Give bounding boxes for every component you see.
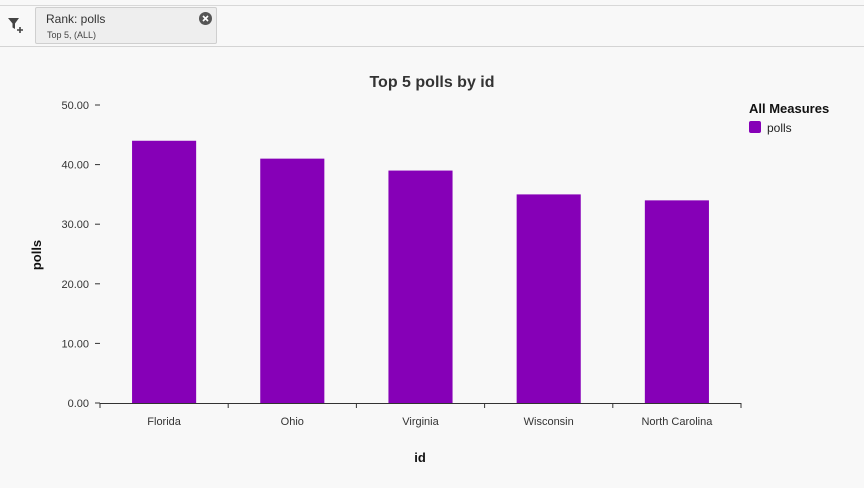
legend-swatch-polls[interactable] — [749, 121, 761, 133]
filter-chip-title: Rank: polls — [46, 12, 106, 26]
x-tick-label: Florida — [147, 416, 182, 428]
x-tick-label: North Carolina — [641, 416, 713, 428]
window-top-border — [0, 0, 864, 6]
bar-ohio[interactable] — [260, 158, 325, 403]
bar-chart: Top 5 polls by id 0.00 10.00 20.00 30.00 40.… — [29, 74, 829, 465]
y-tick-label: 20.00 — [61, 279, 89, 291]
y-axis: 0.00 10.00 20.00 30.00 40.00 50.00 — [61, 100, 100, 410]
legend-title: All Measures — [749, 101, 829, 116]
y-tick-label: 40.00 — [61, 160, 89, 172]
bar-virginia[interactable] — [388, 170, 453, 403]
filter-bar: Rank: polls Top 5, (ALL) — [0, 6, 864, 47]
y-axis-title: polls — [29, 240, 44, 270]
bars-group — [132, 140, 709, 403]
close-icon[interactable] — [199, 12, 212, 25]
filter-chip-subtitle: Top 5, (ALL) — [47, 30, 97, 40]
bar-wisconsin[interactable] — [516, 194, 581, 403]
x-axis-title: id — [414, 450, 426, 465]
legend-label-polls[interactable]: polls — [767, 121, 792, 135]
x-tick-label: Ohio — [281, 416, 304, 428]
bar-florida[interactable] — [132, 140, 197, 403]
chart-title: Top 5 polls by id — [369, 74, 494, 91]
filter-chip-rank[interactable]: Rank: polls Top 5, (ALL) — [35, 7, 217, 44]
y-tick-label: 50.00 — [61, 100, 89, 112]
y-tick-label: 10.00 — [61, 338, 89, 350]
legend: All Measures polls — [749, 101, 829, 135]
x-tick-label: Virginia — [402, 416, 439, 428]
bar-north-carolina[interactable] — [644, 200, 709, 403]
x-tick-label: Wisconsin — [524, 416, 574, 428]
y-tick-label: 0.00 — [68, 398, 89, 410]
add-filter-icon[interactable] — [6, 16, 26, 34]
y-tick-label: 30.00 — [61, 219, 89, 231]
x-axis: Florida Ohio Virginia Wisconsin North Caroli… — [99, 403, 742, 428]
